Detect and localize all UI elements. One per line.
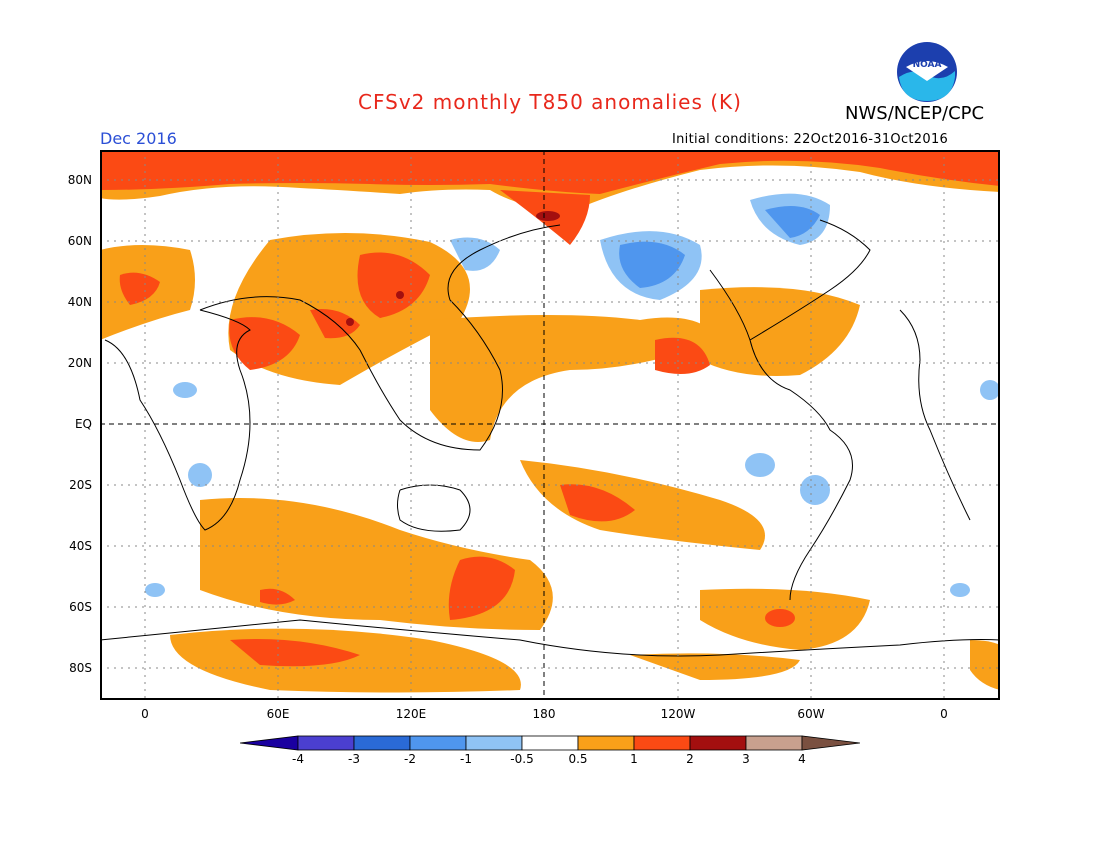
colorbar-label: 0.5 — [568, 752, 588, 766]
lon-label: 60W — [797, 707, 825, 721]
lat-label: 80S — [69, 661, 92, 675]
lat-label: 20S — [69, 478, 92, 492]
lon-label: 120W — [660, 707, 696, 721]
lat-label: 80N — [67, 173, 92, 187]
colorbar-segment — [689, 735, 747, 751]
map-frame — [100, 150, 1000, 700]
colorbar-segment — [577, 735, 635, 751]
colorbar-segment — [353, 735, 411, 751]
north-pacific-warm — [430, 315, 720, 442]
colorbar-label: 3 — [742, 752, 750, 766]
noaa-logo: NOAA — [897, 42, 957, 102]
lat-label: 40S — [69, 539, 92, 553]
colorbar-label: 2 — [686, 752, 694, 766]
lon-label: 0 — [940, 707, 948, 721]
colorbar-segment — [409, 735, 467, 751]
colorbar-segment — [801, 735, 860, 751]
lon-label: 180 — [532, 707, 556, 721]
south-pacific-warm — [520, 460, 765, 550]
agency-label: NWS/NCEP/CPC — [845, 103, 985, 124]
logo-text: NOAA — [913, 60, 942, 70]
colorbar-label: -3 — [348, 752, 360, 766]
colorbar-label: -4 — [292, 752, 304, 766]
colorbar-segment — [465, 735, 523, 751]
lat-label: 60N — [67, 234, 92, 248]
lat-label: 40N — [67, 295, 92, 309]
chart-title: CFSv2 monthly T850 anomalies (K) — [358, 90, 742, 114]
lon-label: 60E — [266, 707, 290, 721]
colorbar-label: 4 — [798, 752, 806, 766]
arctic-strong-warm — [100, 150, 1000, 194]
grid-lines — [100, 150, 1000, 700]
colorbar-label: -2 — [404, 752, 416, 766]
equator-dateline — [100, 150, 1000, 700]
colorbar — [240, 735, 860, 751]
colorbar-label: 1 — [630, 752, 638, 766]
usa-warm — [700, 287, 860, 376]
colorbar-label: -1 — [460, 752, 472, 766]
colorbar-segment — [297, 735, 355, 751]
anomaly-map — [100, 150, 1000, 700]
lat-label: 60S — [69, 600, 92, 614]
colorbar-segment — [521, 735, 579, 751]
colorbar-segment — [240, 735, 299, 751]
lon-label: 0 — [141, 707, 149, 721]
lon-label: 120E — [395, 707, 427, 721]
lat-label: 20N — [67, 356, 92, 370]
lat-label: EQ — [74, 417, 92, 431]
initial-conditions: Initial conditions: 22Oct2016-31Oct2016 — [672, 132, 949, 147]
colorbar-segment — [745, 735, 803, 751]
colorbar-segment — [633, 735, 691, 751]
colorbar-label: -0.5 — [510, 752, 534, 766]
coastlines — [100, 219, 1000, 657]
valid-month: Dec 2016 — [100, 129, 177, 148]
